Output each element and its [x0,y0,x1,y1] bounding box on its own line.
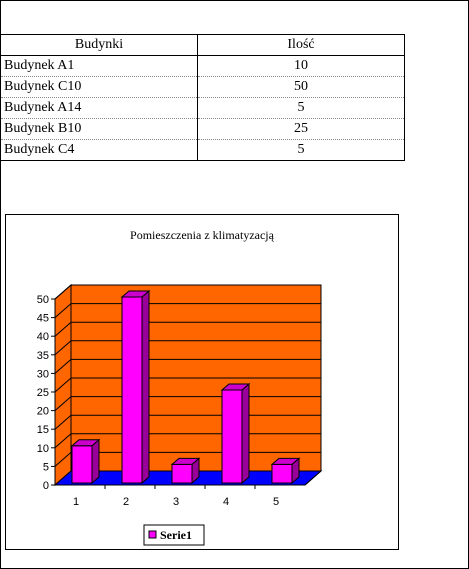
bar-side [241,382,250,485]
table-header-row: Budynki Ilość [0,34,405,56]
table-row: Budynek B10 25 [0,118,405,140]
left-border [0,0,1,569]
table-cell[interactable]: 50 [197,76,405,98]
chart-container[interactable]: Pomieszczenia z klimatyzacją 0 5 10 15 20 25 3… [5,214,399,550]
x-axis: 1 2 3 4 5 [55,470,322,508]
bar[interactable] [120,289,151,485]
bar-front [121,296,143,484]
gridline [54,414,72,430]
table-cell[interactable]: 25 [197,118,405,140]
legend-box [143,524,205,546]
data-table: Budynki Ilość Budynek A1 10 Budynek C10 … [0,34,405,161]
table-cell[interactable]: Budynek A1 [0,55,198,77]
y-tick-label: 20 [37,406,49,418]
table-row: Budynek A14 5 [0,97,405,119]
bar-top [270,457,301,465]
chart-bars [70,289,301,485]
bar-front [221,389,243,484]
bar-top [170,457,201,465]
table-cell[interactable]: Budynek B10 [0,118,198,140]
table-row: Budynek A1 10 [0,55,405,77]
gridline [54,377,72,393]
y-tick-label: 15 [37,424,49,436]
x-tick-label: 4 [223,496,229,508]
y-tick-label: 50 [37,294,49,306]
top-border [0,0,469,1]
y-tick-label: 0 [43,480,49,492]
bar[interactable] [270,457,301,485]
bar-side [141,289,150,485]
bar-side [91,438,100,485]
table-cell[interactable]: Budynek C4 [0,139,198,161]
bar-front [71,445,93,484]
bar-top [70,439,101,447]
x-tick-label: 5 [273,496,279,508]
gridline [54,321,72,337]
gridline [54,433,72,449]
gridline [54,340,72,356]
x-tick-label: 2 [123,496,129,508]
table-cell[interactable]: Budynek C10 [0,76,198,98]
table-cell[interactable]: 5 [197,139,405,161]
y-tick-label: 35 [37,350,49,362]
bar[interactable] [220,382,251,485]
x-tick-label: 1 [73,496,79,508]
table-cell[interactable]: 5 [197,97,405,119]
gridline [54,452,72,467]
bar-top [120,290,151,298]
gridline [54,303,72,318]
gridline [54,396,72,411]
legend[interactable]: Serie1 [143,524,205,546]
table-row: Budynek C4 5 [0,139,405,161]
bar-chart-3d: Pomieszczenia z klimatyzacją 05101520253… [37,228,323,546]
gridline [54,359,72,374]
table-cell[interactable]: 10 [197,55,405,77]
y-tick-label: 25 [37,387,49,399]
bar-top [220,383,251,391]
y-tick-label: 5 [43,461,49,473]
table-row: Budynek C10 50 [0,76,405,98]
y-tick-label: 30 [37,368,49,380]
bar-front [171,463,193,484]
gridline [54,284,72,300]
x-tick-label: 3 [173,496,179,508]
legend-label: Serie1 [160,528,192,542]
y-axis: 0 5 10 15 20 25 30 35 40 45 50 [37,294,56,492]
y-tick-label: 45 [37,313,49,325]
table-cell[interactable]: Budynek A14 [0,97,198,119]
chart-title: Pomieszczenia z klimatyzacją [130,228,275,242]
x-axis-depth-line [304,470,322,486]
y-tick-label: 40 [37,331,49,343]
header-cell-count[interactable]: Ilość [197,34,405,56]
bar[interactable] [70,438,101,485]
bar-front [271,463,293,484]
chart-gridlines [54,284,321,467]
y-tick-label: 10 [37,443,49,455]
header-cell-buildings[interactable]: Budynki [0,34,198,56]
bar[interactable] [170,457,201,485]
legend-swatch [148,530,157,539]
